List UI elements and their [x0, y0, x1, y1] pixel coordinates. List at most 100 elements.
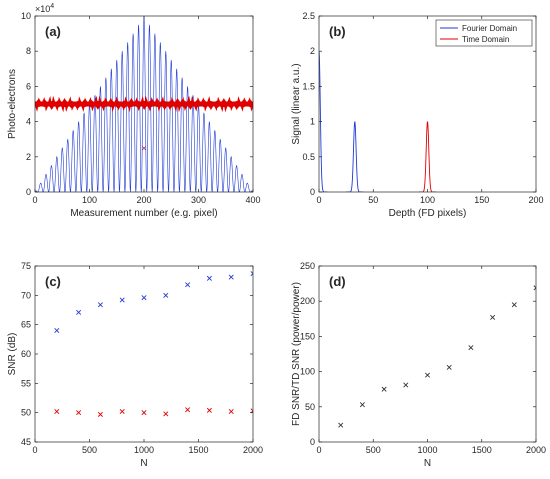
- y-axis-label: FD SNR/TD SNR (power/power): [291, 282, 302, 426]
- data-layer: [338, 285, 536, 428]
- y-tick-label: 6: [26, 81, 31, 91]
- y-tick-label: 0.5: [302, 152, 315, 162]
- multiplier-exponent: 4: [50, 3, 54, 10]
- y-tick-label: 2: [26, 152, 31, 162]
- y-tick-label: 2: [310, 46, 315, 56]
- y-tick-label: 1: [310, 117, 315, 127]
- multiplier-base: ×10: [35, 4, 50, 14]
- data-point: [228, 408, 234, 415]
- y-tick-label: 150: [300, 331, 315, 341]
- plot-area: [319, 266, 536, 442]
- data-point: [163, 411, 169, 417]
- y-tick-label: 65: [21, 320, 31, 330]
- x-tick-label: 1500: [472, 445, 492, 455]
- x-axis-label: N: [140, 458, 147, 469]
- y-axis-label: Photo-electrons: [7, 69, 18, 139]
- y-axis-label: SNR (dB): [7, 333, 18, 376]
- x-tick-label: 1000: [417, 445, 437, 455]
- data-point: [141, 410, 147, 416]
- panel-label: (b): [329, 24, 346, 39]
- data-point: [97, 302, 103, 308]
- data-point: [185, 407, 191, 413]
- data-point: [185, 282, 191, 288]
- x-tick-label: 300: [191, 195, 206, 205]
- data-point: [119, 408, 125, 415]
- y-tick-label: 2.5: [302, 11, 315, 21]
- panel-label: (d): [329, 274, 346, 289]
- data-point: [381, 386, 387, 392]
- x-axis-label: Measurement number (e.g. pixel): [70, 208, 217, 219]
- x-tick-label: 200: [136, 195, 151, 205]
- x-tick-label: 400: [245, 195, 260, 205]
- x-tick-label: 2000: [526, 445, 546, 455]
- y-tick-label: 70: [21, 290, 31, 300]
- data-point: [446, 364, 452, 370]
- data-point: [206, 275, 212, 281]
- x-axis-label: Depth (FD pixels): [389, 208, 467, 219]
- y-tick-label: 45: [21, 437, 31, 447]
- x-axis-label: N: [424, 458, 431, 469]
- data-point: [54, 328, 60, 334]
- y-tick-label: 50: [21, 408, 31, 418]
- annotation-marker: ×: [142, 144, 147, 153]
- y-tick-label: 75: [21, 261, 31, 271]
- x-tick-label: 100: [82, 195, 97, 205]
- y-tick-label: 50: [305, 402, 315, 412]
- data-point: [250, 271, 253, 277]
- legend: Fourier Domain Time Domain: [435, 19, 533, 47]
- x-tick-label: 0: [316, 445, 321, 455]
- x-tick-label: 0: [316, 195, 321, 205]
- x-tick-label: 0: [32, 195, 37, 205]
- x-tick-label: 500: [366, 445, 381, 455]
- y-tick-label: 250: [300, 261, 315, 271]
- data-point: [97, 411, 103, 417]
- y-tick-label: 10: [21, 11, 31, 21]
- panel-1: × 0 100 200 300 400 0 2 4 6 8 10 Measurement number …: [7, 3, 261, 219]
- x-tick-label: 50: [368, 195, 378, 205]
- panel-4: 0 500 1000 1500 2000 0 50 100 150 200 250 N FD SNR/T…: [291, 261, 546, 469]
- data-point: [359, 402, 365, 408]
- data-point: [511, 302, 517, 308]
- x-tick-label: 150: [474, 195, 489, 205]
- series-0-peak-0: [319, 51, 328, 192]
- data-point: [338, 422, 344, 428]
- y-tick-label: 8: [26, 46, 31, 56]
- legend-entry: Time Domain: [462, 35, 509, 44]
- data-point: [533, 285, 536, 291]
- y-tick-label: 0: [310, 437, 315, 447]
- legend-box: [435, 19, 533, 47]
- y-tick-label: 0: [310, 187, 315, 197]
- x-tick-label: 1500: [188, 445, 208, 455]
- y-axis-label: Signal (linear a.u.): [291, 63, 302, 144]
- x-tick-label: 1000: [134, 445, 154, 455]
- data-point: [141, 295, 147, 301]
- y-multiplier-label: ×104: [35, 3, 54, 14]
- y-tick-label: 100: [300, 367, 315, 377]
- data-point: [490, 314, 496, 320]
- series-constant-line: [35, 95, 253, 113]
- data-layer: ×: [35, 16, 253, 192]
- panel-3: 0 500 1000 1500 2000 45 50 55 60 65 70 75 N SNR (dB) (…: [7, 261, 263, 469]
- x-tick-label: 100: [420, 195, 435, 205]
- data-point: [468, 345, 474, 351]
- data-point: [424, 372, 431, 378]
- panel-label: (a): [45, 24, 61, 39]
- data-point: [119, 297, 125, 303]
- y-tick-label: 60: [21, 349, 31, 359]
- data-point: [76, 410, 82, 416]
- x-tick-label: 0: [32, 445, 37, 455]
- data-point: [76, 309, 82, 315]
- panel-label: (c): [45, 274, 61, 289]
- x-tick-label: 500: [82, 445, 97, 455]
- y-tick-label: 55: [21, 378, 31, 388]
- y-tick-label: 0: [26, 187, 31, 197]
- data-point: [163, 292, 169, 298]
- panel-2: 0 50 100 150 200 0 0.5 1 1.5 2 2.5 Depth (FD pixels…: [291, 11, 544, 219]
- plot-area: [35, 266, 253, 442]
- data-point: [403, 382, 409, 388]
- data-point: [206, 407, 212, 413]
- x-tick-label: 200: [528, 195, 543, 205]
- y-tick-label: 200: [300, 296, 315, 306]
